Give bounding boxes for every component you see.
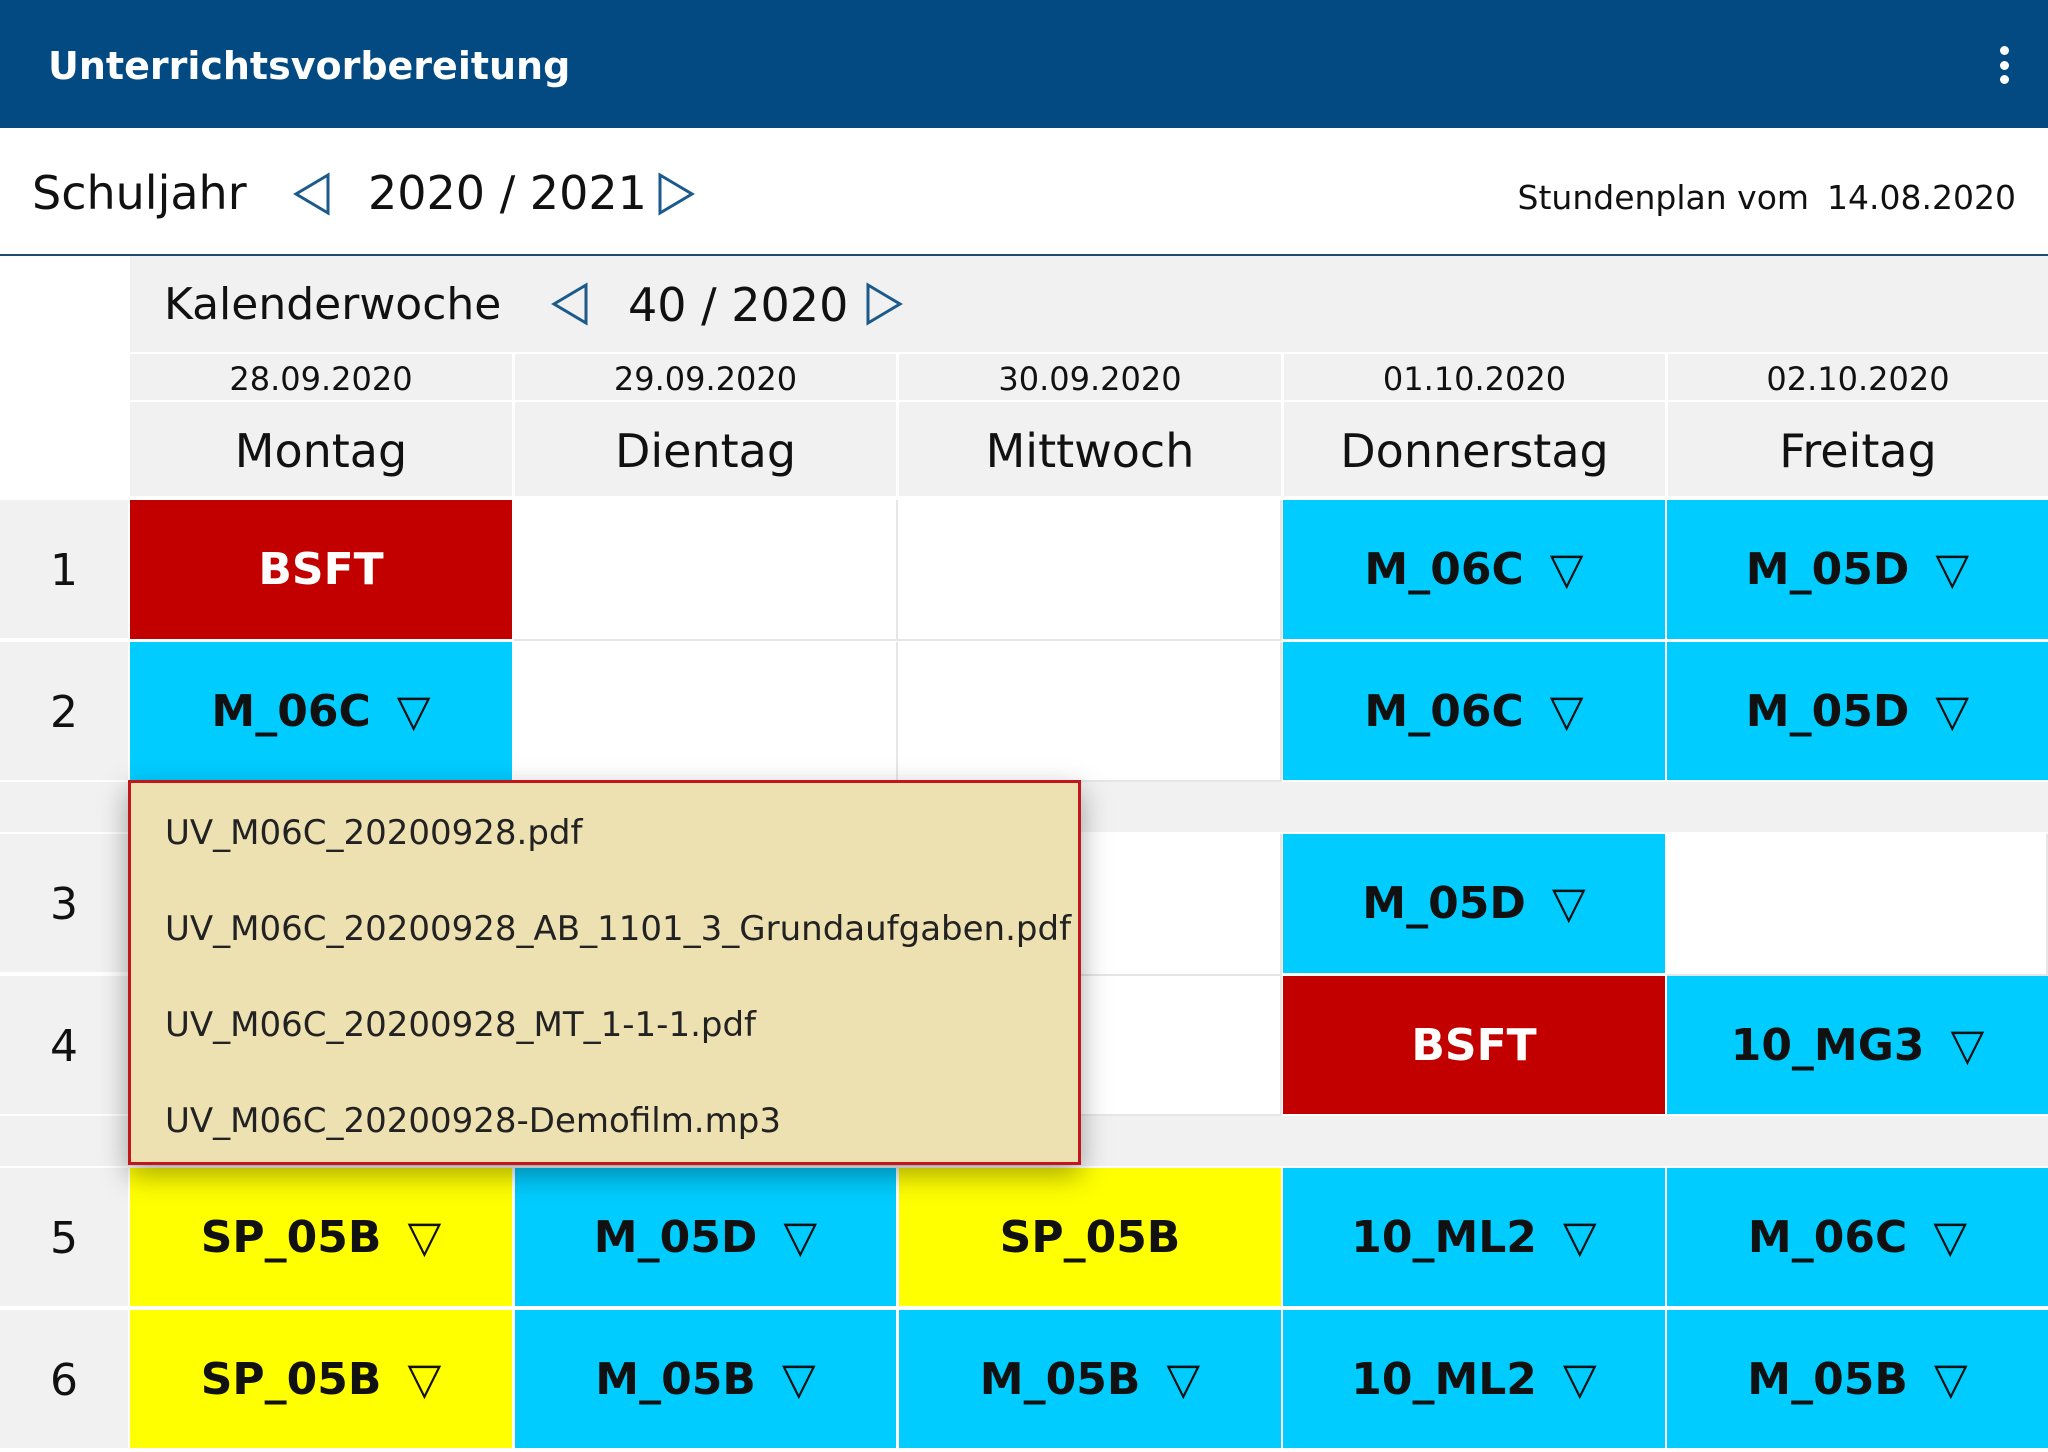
dropdown-triangle-icon[interactable]: ▽ (1549, 544, 1584, 595)
dropdown-triangle-icon[interactable]: ▽ (1950, 1019, 1985, 1071)
dropdown-triangle-icon[interactable]: ▽ (783, 1211, 818, 1263)
lesson-label: M_05D (1745, 544, 1910, 595)
lesson-label: BSFT (258, 544, 384, 595)
calendar-week-bar: Kalenderwoche 40 / 2020 (130, 256, 2048, 352)
lesson-cell[interactable]: 10_ML2 ▽ (1283, 1168, 1665, 1306)
period-label: 2 (0, 642, 128, 780)
day-name-tuesday: Dientag (515, 402, 896, 496)
lesson-cell[interactable]: M_06C ▽ (130, 642, 512, 780)
lesson-label: M_05D (1745, 685, 1910, 737)
dropdown-triangle-icon[interactable]: ▽ (1562, 1211, 1597, 1263)
lesson-cell[interactable]: M_05B ▽ (899, 1310, 1281, 1448)
day-date-friday: 02.10.2020 (1668, 354, 2048, 400)
lesson-label: M_05B (595, 1353, 756, 1405)
lesson-cell[interactable]: BSFT (1283, 976, 1665, 1114)
lesson-cell[interactable]: 10_MG3 ▽ (1667, 976, 2048, 1114)
app-bar: Unterrichtsvorbereitung (0, 0, 2048, 128)
more-vert-icon[interactable] (1996, 46, 2012, 84)
lesson-label: M_06C (1747, 1211, 1908, 1263)
period-label: 1 (0, 500, 128, 638)
lesson-label: M_05D (593, 1211, 758, 1263)
week-next-arrow-icon[interactable] (864, 282, 904, 326)
lesson-cell[interactable]: M_05D ▽ (515, 1168, 896, 1306)
period-label: 4 (0, 976, 128, 1114)
lesson-cell[interactable]: M_05D ▽ (1667, 642, 2048, 780)
dropdown-triangle-icon[interactable]: ▽ (1551, 878, 1586, 929)
lesson-label: 10_ML2 (1351, 1353, 1537, 1405)
year-next-arrow-icon[interactable] (656, 172, 696, 216)
empty-cell[interactable] (898, 642, 1282, 782)
day-date-monday: 28.09.2020 (130, 354, 512, 400)
lesson-label: SP_05B (999, 1211, 1181, 1263)
dropdown-triangle-icon[interactable]: ▽ (407, 1211, 442, 1263)
lesson-label: M_05B (1747, 1353, 1908, 1405)
day-date-thursday: 01.10.2020 (1284, 354, 1665, 400)
file-item[interactable]: UV_M06C_20200928.pdf (165, 813, 583, 853)
timetable-date-value: 14.08.2020 (1827, 178, 2016, 217)
lesson-cell[interactable]: SP_05B (899, 1168, 1281, 1306)
day-name-thursday: Donnerstag (1284, 402, 1665, 496)
day-name-monday: Montag (130, 402, 512, 496)
week-prev-arrow-icon[interactable] (550, 282, 590, 326)
lesson-cell[interactable]: M_05B ▽ (1667, 1310, 2048, 1448)
empty-cell[interactable] (514, 642, 898, 782)
lesson-cell[interactable]: SP_05B ▽ (130, 1310, 512, 1448)
lesson-cell[interactable]: M_05D ▽ (1283, 834, 1665, 973)
timetable-date-info: Stundenplan vom 14.08.2020 (1518, 128, 2016, 268)
empty-cell[interactable] (514, 500, 898, 641)
lesson-cell[interactable]: M_06C ▽ (1283, 642, 1665, 780)
day-name-wednesday: Mittwoch (899, 402, 1281, 496)
school-year-bar: Schuljahr 2020 / 2021 Stundenplan vom 14.… (0, 128, 2048, 256)
file-item[interactable]: UV_M06C_20200928_MT_1-1-1.pdf (165, 1005, 757, 1045)
lesson-cell[interactable]: BSFT (130, 500, 512, 639)
lesson-cell[interactable]: SP_05B ▽ (130, 1168, 512, 1306)
empty-cell[interactable] (898, 500, 1282, 641)
lesson-label: SP_05B (200, 1211, 382, 1263)
period-label: 6 (0, 1310, 128, 1448)
dropdown-triangle-icon[interactable]: ▽ (1935, 685, 1970, 737)
year-prev-arrow-icon[interactable] (292, 172, 332, 216)
file-item[interactable]: UV_M06C_20200928_AB_1101_3_Grundaufgaben… (165, 909, 1072, 949)
lesson-files-popup: UV_M06C_20200928.pdf UV_M06C_20200928_AB… (128, 780, 1081, 1165)
dropdown-triangle-icon[interactable]: ▽ (1935, 544, 1970, 595)
lesson-label: 10_MG3 (1730, 1019, 1925, 1071)
dropdown-triangle-icon[interactable]: ▽ (396, 685, 431, 737)
lesson-cell[interactable]: 10_ML2 ▽ (1283, 1310, 1665, 1448)
day-date-wednesday: 30.09.2020 (899, 354, 1281, 400)
dropdown-triangle-icon[interactable]: ▽ (407, 1353, 442, 1405)
lesson-label: SP_05B (200, 1353, 382, 1405)
dropdown-triangle-icon[interactable]: ▽ (781, 1353, 816, 1405)
period-label: 5 (0, 1168, 128, 1306)
day-name-friday: Freitag (1668, 402, 2048, 496)
lesson-label: M_05D (1362, 878, 1526, 929)
lesson-label: 10_ML2 (1351, 1211, 1537, 1263)
lesson-cell[interactable]: M_06C ▽ (1283, 500, 1665, 639)
dropdown-triangle-icon[interactable]: ▽ (1549, 685, 1584, 737)
lesson-label: M_06C (1364, 544, 1524, 595)
calendar-week-value: 40 / 2020 (628, 278, 849, 332)
dropdown-triangle-icon[interactable]: ▽ (1562, 1353, 1597, 1405)
lesson-label: BSFT (1411, 1019, 1537, 1071)
school-year-value: 2020 / 2021 (368, 166, 647, 220)
lesson-label: M_06C (1364, 685, 1524, 737)
lesson-cell[interactable]: M_05B ▽ (515, 1310, 896, 1448)
timetable-date-label: Stundenplan vom (1517, 178, 1810, 217)
lesson-label: M_05B (979, 1353, 1141, 1405)
lesson-label: M_06C (211, 685, 371, 737)
lesson-cell[interactable]: M_05D ▽ (1667, 500, 2048, 639)
calendar-week-label: Kalenderwoche (164, 279, 502, 330)
dropdown-triangle-icon[interactable]: ▽ (1933, 1211, 1968, 1263)
lesson-cell[interactable]: M_06C ▽ (1667, 1168, 2048, 1306)
app-title: Unterrichtsvorbereitung (48, 44, 571, 88)
period-label: 3 (0, 834, 128, 972)
dropdown-triangle-icon[interactable]: ▽ (1166, 1353, 1201, 1405)
empty-cell[interactable] (1667, 834, 2048, 976)
file-item[interactable]: UV_M06C_20200928-Demofilm.mp3 (165, 1101, 781, 1141)
day-date-tuesday: 29.09.2020 (515, 354, 896, 400)
dropdown-triangle-icon[interactable]: ▽ (1933, 1353, 1968, 1405)
school-year-label: Schuljahr (32, 166, 247, 220)
